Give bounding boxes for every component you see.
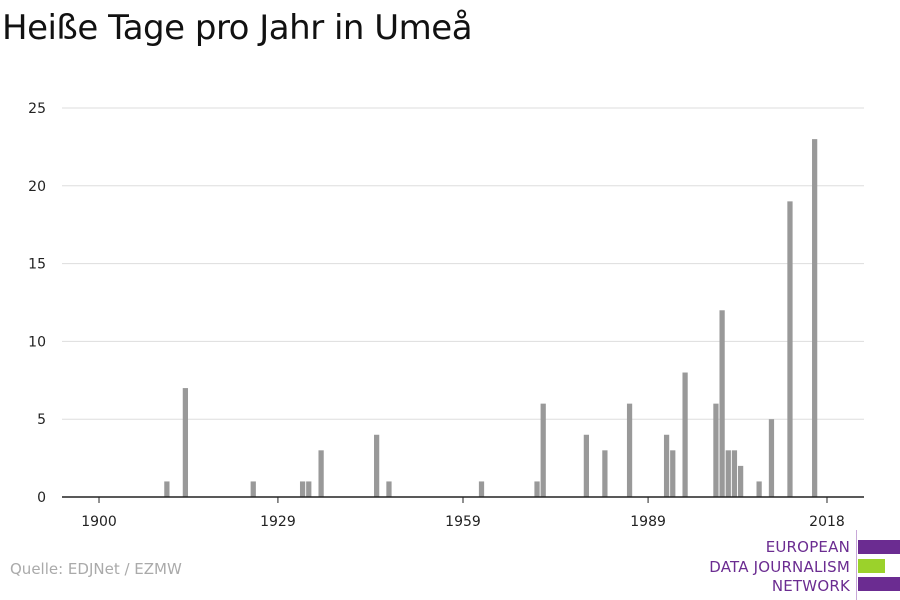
bar-chart: 1900 1929 1959 1989 2018 0 5 10 15 20 25 — [28, 101, 864, 530]
bar — [756, 481, 762, 497]
bar — [626, 403, 633, 497]
bar — [478, 481, 485, 497]
logo-bar-bottom — [858, 577, 900, 591]
x-tick-label: 1929 — [260, 514, 296, 530]
gridlines — [62, 107, 864, 420]
y-tick-label: 20 — [28, 179, 46, 195]
bar — [299, 481, 306, 497]
logo-line-2: DATA JOURNALISM — [709, 558, 850, 576]
edjnet-logo: EUROPEAN DATA JOURNALISM NETWORK — [700, 530, 900, 600]
x-tick-label: 1959 — [445, 514, 481, 530]
x-axis-ticks: 1900 1929 1959 1989 2018 — [81, 497, 845, 530]
bar — [182, 388, 189, 497]
logo-divider — [856, 530, 857, 600]
bar — [787, 201, 793, 498]
y-tick-label: 0 — [37, 490, 46, 506]
bar — [602, 450, 608, 497]
bar — [663, 434, 670, 497]
y-tick-label: 15 — [28, 257, 46, 273]
x-tick-label: 1900 — [81, 514, 117, 530]
bar — [250, 481, 256, 497]
chart-title: Heiße Tage pro Jahr in Umeå — [2, 8, 473, 48]
bar — [719, 310, 725, 497]
source-note: Quelle: EDJNet / EZMW — [10, 560, 182, 578]
logo-bar-middle — [858, 559, 885, 573]
bars — [164, 139, 818, 498]
bar — [540, 403, 546, 497]
bar — [306, 481, 312, 497]
logo-line-3: NETWORK — [771, 577, 850, 595]
bar — [164, 481, 170, 497]
logo-line-1: EUROPEAN — [765, 538, 850, 556]
x-tick-label: 1989 — [630, 514, 666, 530]
x-tick-label: 2018 — [809, 514, 845, 530]
bar — [682, 372, 688, 497]
bar — [583, 434, 590, 497]
y-tick-label: 5 — [37, 412, 46, 428]
bar — [731, 450, 738, 497]
y-tick-label: 10 — [28, 334, 46, 350]
bar — [534, 481, 540, 497]
bar — [737, 465, 744, 497]
bar — [768, 419, 775, 497]
logo-bar-top — [858, 540, 900, 554]
bar — [670, 450, 676, 497]
bar — [318, 450, 324, 497]
bar — [386, 481, 392, 497]
y-tick-label: 25 — [28, 101, 46, 117]
bar — [713, 403, 719, 497]
y-axis-ticks: 0 5 10 15 20 25 — [28, 101, 46, 506]
bar — [812, 139, 818, 497]
bar — [725, 450, 731, 497]
bar — [374, 434, 380, 497]
